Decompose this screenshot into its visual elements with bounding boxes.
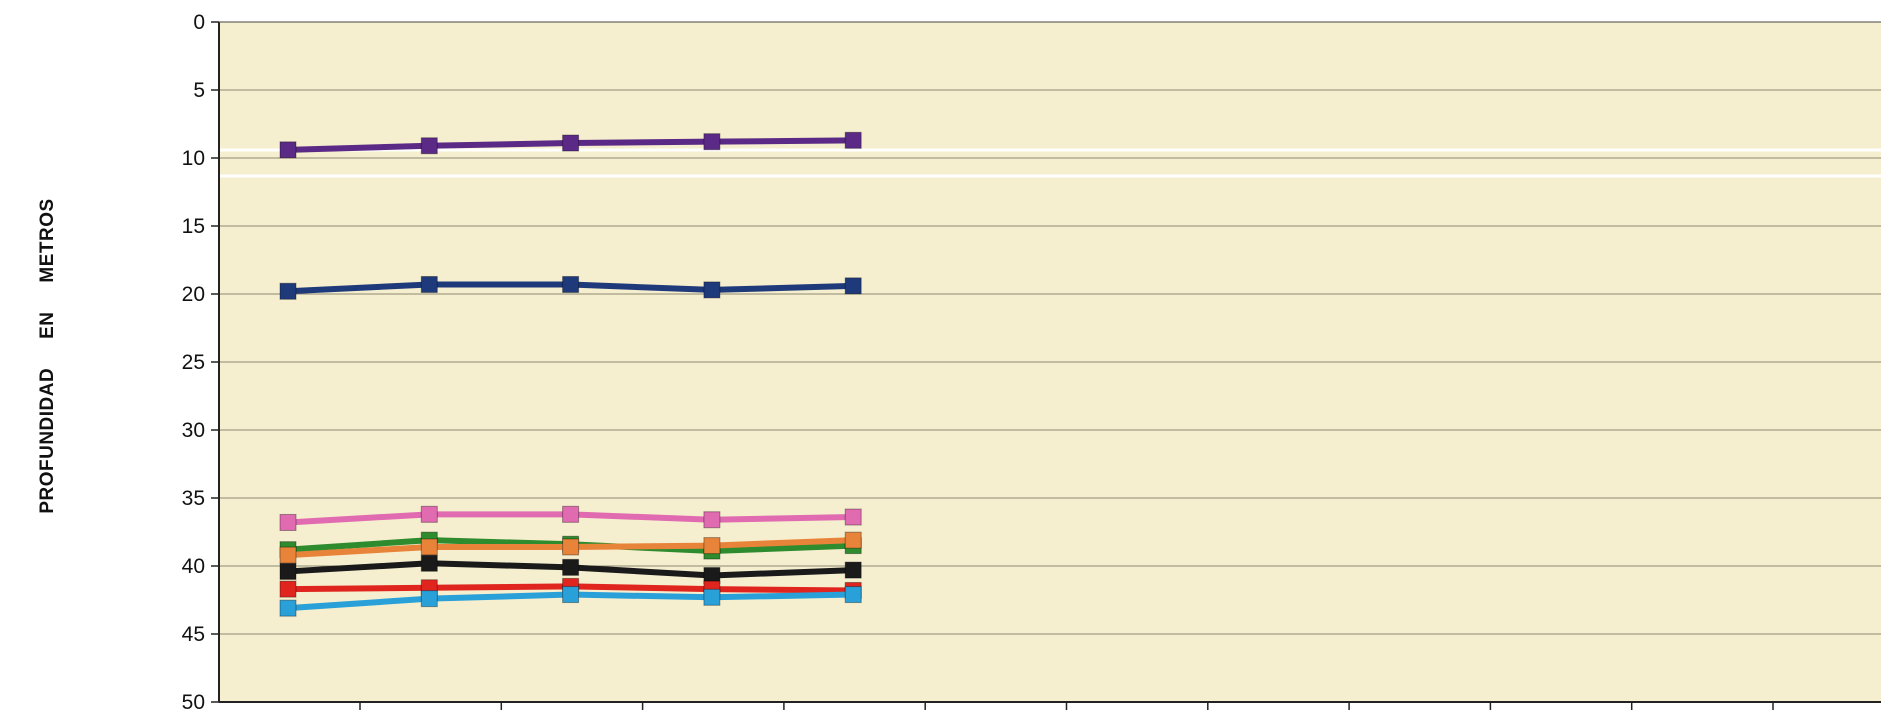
data-point-marker (279, 141, 297, 159)
data-point-marker (703, 511, 721, 529)
data-point-marker (562, 134, 580, 152)
data-point-marker (844, 561, 862, 579)
series-6 (279, 554, 862, 585)
data-point-marker (279, 599, 297, 617)
series-layer (279, 131, 862, 617)
series-8 (279, 586, 862, 617)
y-tick-label: 0 (193, 11, 205, 34)
data-point-marker (420, 538, 438, 556)
data-point-marker (279, 562, 297, 580)
series-1 (279, 131, 862, 159)
data-point-marker (420, 554, 438, 572)
data-point-marker (562, 538, 580, 556)
y-tick-label: 40 (182, 555, 205, 578)
y-tick-labels: 0 5 10 15 20 25 30 35 40 45 50 (182, 11, 205, 712)
series-3 (279, 505, 862, 531)
data-point-marker (703, 281, 721, 299)
data-point-marker (703, 133, 721, 151)
series-5 (279, 531, 862, 564)
gridlines (211, 21, 1881, 703)
data-point-marker (279, 546, 297, 564)
data-point-marker (703, 537, 721, 555)
y-tick-label: 50 (182, 691, 205, 712)
y-tick-label: 25 (182, 351, 205, 374)
data-point-marker (844, 586, 862, 604)
data-point-marker (703, 588, 721, 606)
y-tick-label: 30 (182, 419, 205, 442)
data-point-marker (279, 282, 297, 300)
y-tick-label: 15 (182, 215, 205, 238)
data-point-marker (562, 558, 580, 576)
data-point-marker (844, 131, 862, 149)
data-point-marker (420, 275, 438, 293)
y-tick-label: 20 (182, 283, 205, 306)
y-tick-label: 5 (193, 79, 205, 102)
data-point-marker (279, 513, 297, 531)
data-point-marker (844, 508, 862, 526)
y-tick-label: 10 (182, 147, 205, 170)
data-point-marker (844, 531, 862, 549)
axes (218, 21, 1881, 703)
y-tick-label: 35 (182, 487, 205, 510)
data-point-marker (562, 505, 580, 523)
x-axis-ticks (359, 702, 1774, 710)
data-point-marker (844, 277, 862, 295)
data-point-marker (279, 580, 297, 598)
data-point-marker (420, 137, 438, 155)
y-tick-label: 45 (182, 623, 205, 646)
data-point-marker (562, 586, 580, 604)
series-2 (279, 275, 862, 300)
data-point-marker (420, 505, 438, 523)
data-point-marker (562, 275, 580, 293)
data-point-marker (420, 590, 438, 608)
